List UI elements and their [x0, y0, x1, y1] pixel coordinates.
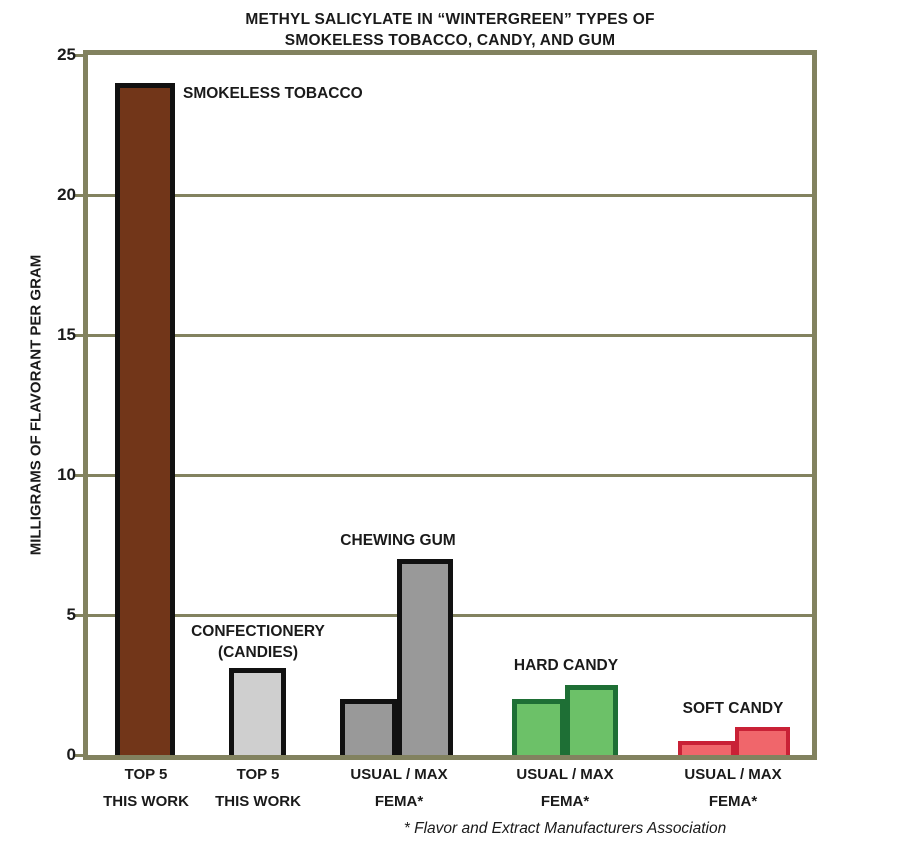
bar-annotation-line: SMOKELESS TOBACCO	[183, 85, 363, 102]
x-axis-caption: TOP 5 THIS WORK	[103, 766, 189, 820]
bar-chewing-gum-usual	[340, 699, 397, 755]
bar-annotation: SMOKELESS TOBACCO	[183, 83, 363, 104]
y-tick-label-5: 5	[66, 605, 76, 624]
x-axis-caption: USUAL / MAX FEMA*	[684, 766, 781, 820]
bar-annotation: CHEWING GUM	[340, 530, 455, 551]
bar-hard-candy-usual	[512, 699, 565, 755]
bar-annotation: SOFT CANDY	[683, 698, 784, 719]
x-axis-caption: USUAL / MAX FEMA*	[350, 766, 447, 820]
plot-inner	[88, 55, 812, 755]
bar-chewing-gum-max	[397, 559, 453, 755]
chart-title-line2: SMOKELESS TOBACCO, CANDY, AND GUM	[284, 32, 616, 49]
y-tick-label-10: 10	[57, 465, 76, 484]
y-tick-label-15: 15	[57, 325, 76, 344]
y-tick-10	[74, 473, 88, 477]
bar-annotation-line: HARD CANDY	[513, 657, 619, 674]
bar-soft-candy-usual	[678, 741, 735, 755]
y-axis-title: MILLIGRAMS OF FLAVORANT PER GRAM	[27, 254, 45, 556]
y-tick-25	[74, 53, 88, 57]
plot-area	[83, 50, 817, 760]
chart-title: METHYL SALICYLATE IN “WINTERGREEN” TYPES…	[0, 9, 900, 51]
y-tick-20	[74, 193, 88, 197]
x-axis-caption-line: FEMA*	[540, 793, 590, 810]
y-tick-15	[74, 333, 88, 337]
footnote: * Flavor and Extract Manufacturers Assoc…	[403, 820, 727, 837]
x-axis-caption-line: FEMA*	[374, 793, 424, 810]
bar-soft-candy-max	[735, 727, 790, 755]
gridline-15	[88, 333, 812, 337]
bar-annotation-line: SOFT CANDY	[682, 700, 784, 717]
bar-hard-candy-max	[565, 685, 618, 755]
y-tick-label-0: 0	[66, 745, 76, 764]
y-tick-label-20: 20	[57, 185, 76, 204]
x-axis-caption-line: USUAL / MAX	[684, 766, 782, 783]
bar-annotation: HARD CANDY	[514, 655, 618, 676]
gridline-10	[88, 473, 812, 477]
bar-smokeless-tobacco-top-5-this-work	[115, 83, 175, 755]
x-axis-caption: TOP 5 THIS WORK	[215, 766, 301, 820]
x-axis-caption: USUAL / MAX FEMA*	[516, 766, 613, 820]
x-axis-caption-line: USUAL / MAX	[350, 766, 448, 783]
gridline-20	[88, 193, 812, 197]
x-axis-caption-line: THIS WORK	[103, 793, 189, 810]
bar-annotation-line: (CANDIES)	[217, 644, 299, 661]
x-axis-caption-line: FEMA*	[708, 793, 758, 810]
x-axis-caption-line: THIS WORK	[215, 793, 301, 810]
bar-confectionery-top-5-this-work	[229, 668, 286, 755]
x-axis-caption-line: TOP 5	[124, 766, 168, 783]
y-tick-5	[74, 613, 88, 617]
y-tick-0	[74, 753, 88, 757]
chart-title-line1: METHYL SALICYLATE IN “WINTERGREEN” TYPES…	[245, 11, 655, 28]
y-tick-label-25: 25	[57, 45, 76, 64]
bar-annotation-line: CHEWING GUM	[340, 532, 456, 549]
bar-annotation: CONFECTIONERY (CANDIES)	[191, 621, 325, 663]
bar-annotation-line: CONFECTIONERY	[191, 623, 325, 640]
x-axis-caption-line: TOP 5	[236, 766, 280, 783]
x-axis-caption-line: USUAL / MAX	[516, 766, 614, 783]
